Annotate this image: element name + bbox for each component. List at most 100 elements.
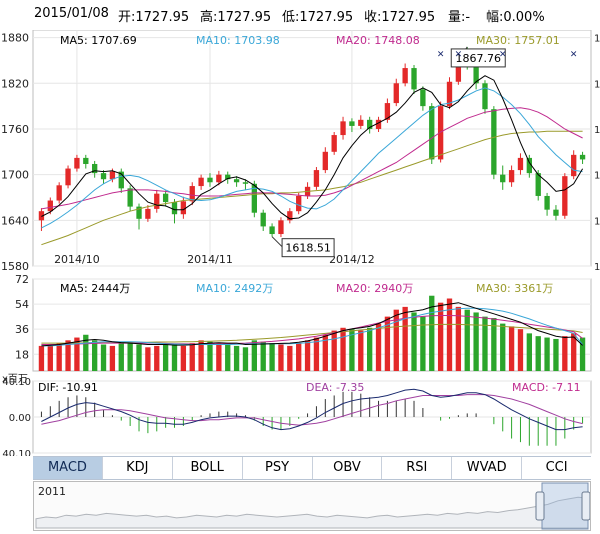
stock-chart[interactable]: 1880 1820 1760 1700 1640 1580 1 1 1 1 1 1 2014/10 201… <box>0 30 600 456</box>
candle-body <box>526 157 532 174</box>
candle-body <box>384 103 391 120</box>
candle-body <box>145 208 151 219</box>
macd-y-tick: 40.10 <box>2 449 31 456</box>
tab-psy[interactable]: PSY <box>243 457 313 479</box>
volume-bar <box>189 343 195 371</box>
volume-bar <box>508 326 515 371</box>
candle-body <box>162 193 169 203</box>
tab-boll[interactable]: BOLL <box>173 457 243 479</box>
candle-body <box>127 188 133 207</box>
volume-bar <box>56 343 62 371</box>
volume-bar <box>482 316 488 371</box>
volume-bar <box>367 327 373 371</box>
volume-bar <box>331 330 337 371</box>
candle-body <box>278 220 284 235</box>
volume-y-tick: 18 <box>15 348 29 361</box>
volume-bar <box>313 337 320 371</box>
quote-low: 低:1727.95 <box>282 10 354 25</box>
volume-bar <box>154 345 160 371</box>
volume-bar <box>429 295 435 371</box>
volume-bar <box>553 338 559 371</box>
quote-high: 高:1727.95 <box>200 10 272 25</box>
volume-bar <box>65 340 71 371</box>
navigator-selection[interactable] <box>541 482 589 530</box>
candle-body <box>491 109 497 175</box>
candle-body <box>65 168 71 186</box>
candle-body <box>225 174 231 180</box>
event-marker-icon: ✕ <box>455 50 463 60</box>
volume-bar <box>278 344 284 371</box>
candle-body <box>83 157 89 164</box>
candle-body <box>47 200 53 212</box>
price-legend-ma10: MA10: 1703.98 <box>196 34 280 47</box>
candle-body <box>207 177 213 183</box>
price-y-tick: 1580 <box>1 260 29 273</box>
volume-bar <box>411 312 417 371</box>
price-ma20-line <box>41 107 583 210</box>
price-panel <box>32 30 592 267</box>
candle-body <box>74 157 80 169</box>
price-right-tick: 1 <box>594 216 600 227</box>
volume-y-tick: 36 <box>15 323 29 336</box>
candle-body <box>455 54 462 82</box>
macd-legend-dea: DEA: -7.35 <box>306 381 364 394</box>
tab-rsi[interactable]: RSI <box>382 457 453 479</box>
tab-obv[interactable]: OBV <box>313 457 383 479</box>
tab-kdj[interactable]: KDJ <box>103 457 173 479</box>
volume-bar <box>225 344 231 371</box>
candle-body <box>269 226 275 235</box>
candle-body <box>171 202 178 215</box>
volume-bar <box>109 345 116 371</box>
volume-bar <box>74 337 80 371</box>
candle-body <box>242 182 249 184</box>
candle-body <box>233 179 240 183</box>
candle-body <box>411 68 417 90</box>
candle-body <box>109 171 116 180</box>
navigator-right-handle[interactable] <box>581 491 591 521</box>
tab-macd[interactable]: MACD <box>33 457 103 479</box>
candle-body <box>38 211 45 221</box>
volume-bar <box>127 341 133 371</box>
price-x-tick: 2014/11 <box>187 253 233 266</box>
price-legend-ma5: MA5: 1707.69 <box>60 34 137 47</box>
candle-body <box>429 106 435 160</box>
high-label-box <box>450 48 506 68</box>
event-marker-icon: ✕ <box>437 50 445 60</box>
price-right-tick: 1 <box>594 262 600 273</box>
candle-body <box>322 151 328 171</box>
volume-bar <box>198 340 204 371</box>
candle-body <box>118 171 124 189</box>
candle-body <box>375 119 382 129</box>
volume-bar <box>251 340 257 371</box>
volume-bar <box>544 337 550 371</box>
tab-cci[interactable]: CCI <box>545 460 568 475</box>
volume-bar <box>92 340 98 371</box>
navigator-year-label: 2011 <box>38 485 66 498</box>
volume-legend-ma30: MA30: 3361万 <box>476 282 553 295</box>
macd-legend-dif: DIF: -10.91 <box>38 381 98 394</box>
volume-ma30-line <box>41 323 583 344</box>
candle-body <box>420 89 426 107</box>
dif-line <box>41 388 583 431</box>
volume-bar <box>216 343 222 371</box>
candle-body <box>402 68 408 84</box>
candle-body <box>260 212 266 227</box>
macd-y-tick: 0.00 <box>9 413 31 424</box>
tab-wvad[interactable]: WVAD <box>452 457 523 479</box>
range-navigator[interactable]: 2011 <box>33 481 591 531</box>
price-x-tick: 2014/10 <box>54 253 100 266</box>
event-marker-icon: ✕ <box>570 50 578 60</box>
candle-body <box>500 174 506 183</box>
volume-bar <box>358 330 364 371</box>
volume-panel <box>32 278 592 372</box>
navigator-left-handle[interactable] <box>535 491 545 521</box>
dea-line <box>41 394 583 426</box>
volume-bar <box>145 347 151 371</box>
volume-bar <box>118 343 124 371</box>
volume-legend-ma20: MA20: 2940万 <box>336 282 413 295</box>
price-right-tick: 1 <box>594 34 600 45</box>
volume-ma10-line <box>41 307 583 347</box>
candle-body <box>136 206 142 219</box>
candle-body <box>508 170 515 183</box>
candle-body <box>482 83 488 110</box>
